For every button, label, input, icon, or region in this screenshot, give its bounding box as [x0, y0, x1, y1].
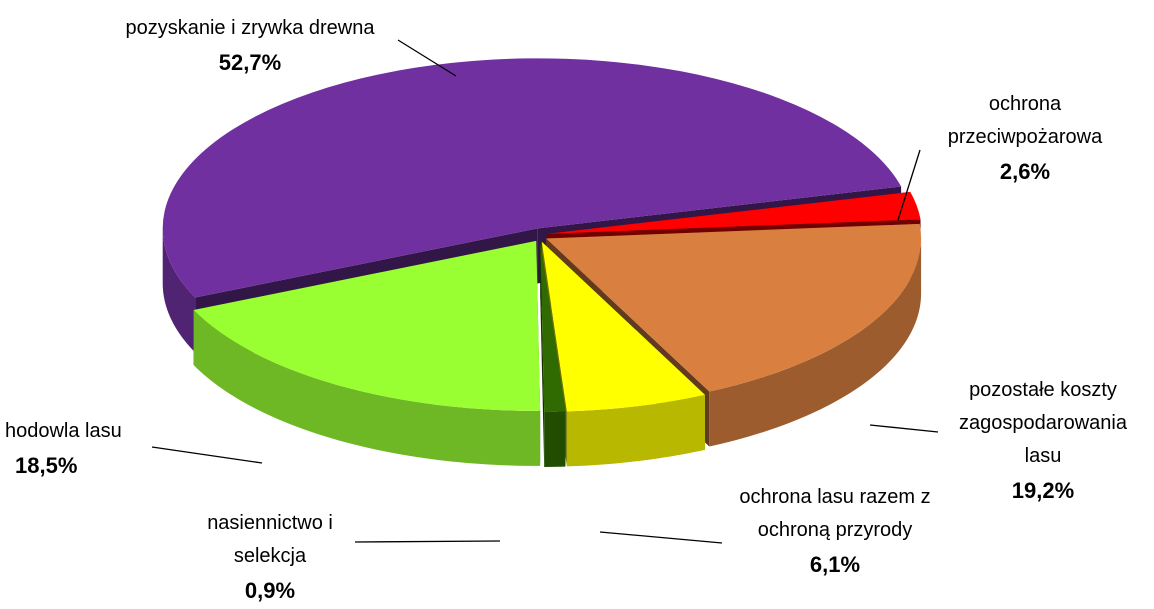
slice-side — [193, 310, 541, 466]
pie-slice — [541, 241, 706, 412]
slice-cut-wall — [540, 241, 545, 467]
slice-side — [566, 394, 706, 467]
slice-name: ochrona przeciwpożarowa — [947, 93, 1103, 148]
slice-label: pozyskanie i zrywka drewna 52,7% — [90, 12, 410, 81]
slice-value: 6,1% — [809, 552, 861, 577]
slice-side — [709, 238, 922, 447]
pie-slice — [162, 58, 902, 298]
leader-lines — [151, 39, 939, 544]
leader-line — [151, 446, 263, 464]
slice-label: hodowla lasu 18,5% — [5, 415, 165, 484]
leader-line — [599, 531, 723, 544]
slice-name: pozyskanie i zrywka drewna — [125, 17, 375, 39]
leader-line — [869, 424, 939, 433]
slice-name: hodowla lasu — [5, 420, 122, 442]
slice-value: 2,6% — [999, 159, 1051, 184]
pie-tops — [162, 58, 922, 412]
pie-slice — [193, 240, 541, 411]
leader-line — [397, 39, 457, 77]
slice-label: pozostałe koszty zagospodarowania lasu 1… — [938, 374, 1148, 509]
pie-slice — [546, 223, 922, 392]
leader-line — [897, 149, 921, 221]
slice-value: 19,2% — [1011, 478, 1075, 503]
slice-side — [544, 411, 566, 467]
slice-name: nasiennictwo i selekcja — [207, 512, 333, 567]
pie-slice — [546, 191, 921, 234]
slice-label: ochrona przeciwpożarowa 2,6% — [930, 88, 1120, 190]
slice-value: 18,5% — [15, 453, 78, 478]
pie-slice — [540, 241, 566, 412]
slice-side — [162, 228, 196, 353]
slice-name: pozostałe koszty zagospodarowania lasu — [959, 379, 1127, 467]
slice-label: nasiennictwo i selekcja 0,9% — [200, 507, 340, 609]
slice-label: ochrona lasu razem z ochroną przyrody 6,… — [730, 481, 940, 583]
leader-line — [354, 540, 501, 543]
slice-name: ochrona lasu razem z ochroną przyrody — [739, 486, 931, 541]
slice-value: 52,7% — [218, 50, 282, 75]
slice-value: 0,9% — [244, 578, 296, 603]
